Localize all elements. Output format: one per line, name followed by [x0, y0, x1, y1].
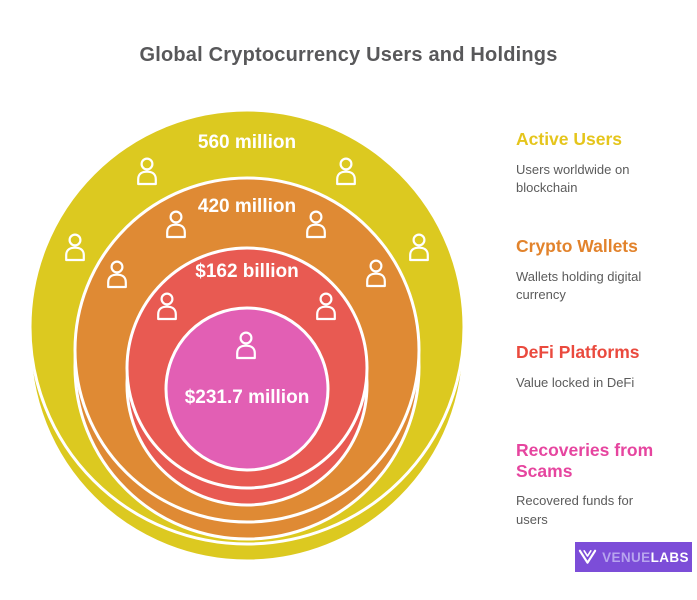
legend-item-recoveries-scams: Recoveries from Scams Recovered funds fo…	[516, 440, 666, 529]
legend-item-active-users: Active Users Users worldwide on blockcha…	[516, 129, 666, 198]
legend-description-defi-platforms: Value locked in DeFi	[516, 374, 635, 390]
ring-recoveries-scams	[164, 306, 330, 472]
legend-item-crypto-wallets: Crypto Wallets Wallets holding digital c…	[516, 236, 666, 305]
legend-description-recoveries-scams: Recovered funds for users	[516, 493, 634, 527]
ring-value-active-users: 560 million	[198, 132, 296, 153]
venuelabs-logo: VENUELABS	[575, 542, 692, 572]
ring-value-recoveries-scams: $231.7 million	[185, 387, 310, 408]
legend-label-defi-platforms: DeFi Platforms	[516, 342, 640, 362]
legend-description-active-users: Users worldwide on blockchain	[516, 161, 630, 196]
ring-value-crypto-wallets: 420 million	[198, 196, 296, 217]
legend-item-defi-platforms: DeFi Platforms Value locked in DeFi	[516, 342, 666, 392]
logo-text: VENUELABS	[602, 550, 689, 565]
double-v-icon	[578, 549, 597, 564]
legend-label-crypto-wallets: Crypto Wallets	[516, 236, 638, 256]
legend-label-recoveries-scams: Recoveries from Scams	[516, 440, 654, 481]
legend-description-crypto-wallets: Wallets holding digital currency	[516, 268, 642, 303]
ring-value-defi-platforms: $162 billion	[195, 261, 298, 282]
logo-text-venue: VENUE	[602, 549, 651, 565]
page-title: Global Cryptocurrency Users and Holdings	[139, 44, 558, 66]
legend-label-active-users: Active Users	[516, 129, 623, 149]
logo-text-labs: LABS	[650, 549, 689, 565]
